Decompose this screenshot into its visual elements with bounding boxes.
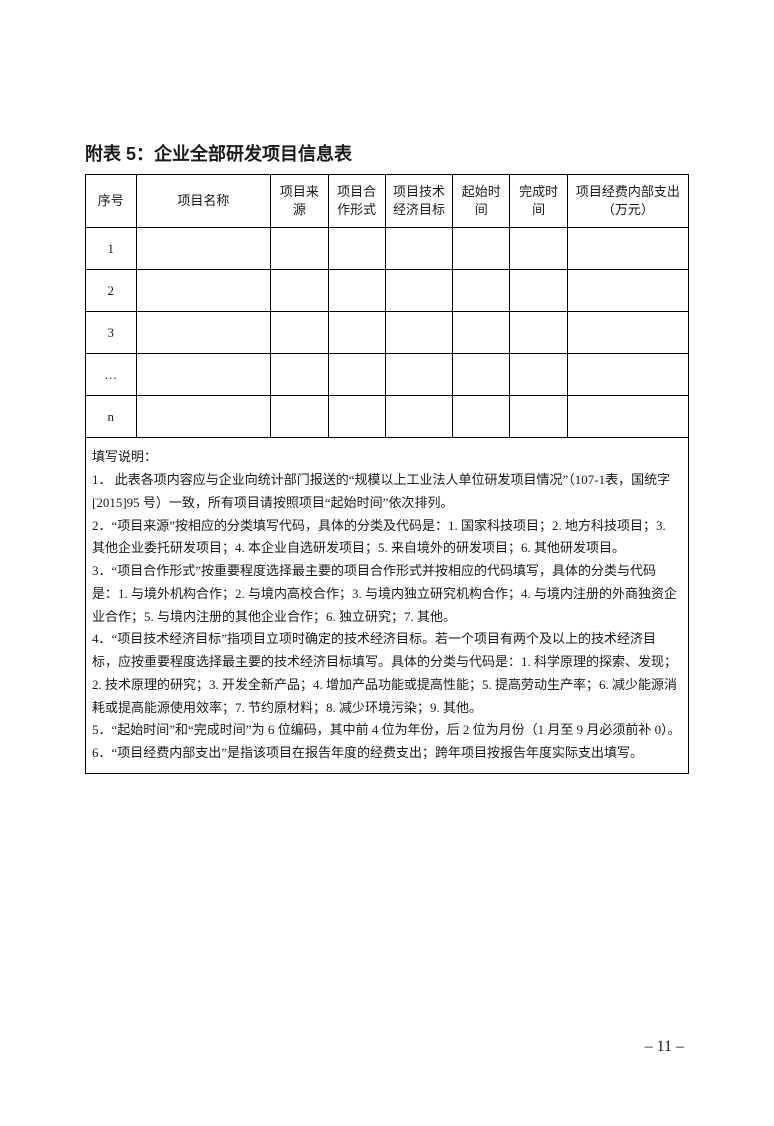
table-row: …	[86, 354, 689, 396]
cell	[385, 354, 452, 396]
cell	[453, 354, 510, 396]
cell	[385, 270, 452, 312]
col-start: 起始时间	[453, 175, 510, 228]
cell	[510, 354, 567, 396]
note-line: 5．“起始时间”和“完成时间”为 6 位编码，其中前 4 位为年份，后 2 位为…	[92, 719, 682, 742]
note-line: 6．“项目经费内部支出”是指该项目在报告年度的经费支出；跨年项目按报告年度实际支…	[92, 742, 682, 765]
cell	[453, 228, 510, 270]
cell	[385, 228, 452, 270]
rd-project-table: 序号 项目名称 项目来源 项目合作形式 项目技术经济目标 起始时间 完成时间 项…	[85, 174, 689, 774]
table-header-row: 序号 项目名称 项目来源 项目合作形式 项目技术经济目标 起始时间 完成时间 项…	[86, 175, 689, 228]
cell	[510, 270, 567, 312]
cell	[567, 270, 688, 312]
page-number: – 11 –	[645, 1038, 684, 1056]
cell	[271, 396, 328, 438]
note-line: 4．“项目技术经济目标”指项目立项时确定的技术经济目标。若一个项目有两个及以上的…	[92, 628, 682, 719]
cell	[328, 396, 385, 438]
table-row: 2	[86, 270, 689, 312]
cell-seq: 3	[86, 312, 137, 354]
cell-seq: 1	[86, 228, 137, 270]
notes-heading: 填写说明：	[92, 446, 682, 469]
cell	[328, 228, 385, 270]
cell	[136, 228, 271, 270]
cell	[453, 396, 510, 438]
cell	[136, 396, 271, 438]
cell	[567, 312, 688, 354]
cell	[510, 312, 567, 354]
cell	[567, 354, 688, 396]
note-line: 3．“项目合作形式”按重要程度选择最主要的项目合作形式并按相应的代码填写，具体的…	[92, 560, 682, 628]
col-tech: 项目技术经济目标	[385, 175, 452, 228]
col-seq: 序号	[86, 175, 137, 228]
cell	[385, 396, 452, 438]
cell-seq: …	[86, 354, 137, 396]
cell	[385, 312, 452, 354]
cell	[328, 270, 385, 312]
cell-seq: 2	[86, 270, 137, 312]
notes-row: 填写说明： 1． 此表各项内容应与企业向统计部门报送的“规模以上工业法人单位研发…	[86, 438, 689, 774]
cell	[510, 228, 567, 270]
cell	[510, 396, 567, 438]
cell	[453, 270, 510, 312]
cell	[271, 270, 328, 312]
cell	[453, 312, 510, 354]
table-row: 3	[86, 312, 689, 354]
table-title: 附表 5：企业全部研发项目信息表	[85, 140, 689, 166]
cell	[567, 396, 688, 438]
cell-seq: n	[86, 396, 137, 438]
cell	[271, 354, 328, 396]
cell	[567, 228, 688, 270]
cell	[136, 270, 271, 312]
cell	[328, 354, 385, 396]
cell	[271, 312, 328, 354]
cell	[328, 312, 385, 354]
col-cost: 项目经费内部支出（万元）	[567, 175, 688, 228]
cell	[136, 354, 271, 396]
cell	[271, 228, 328, 270]
col-coop: 项目合作形式	[328, 175, 385, 228]
note-line: 1． 此表各项内容应与企业向统计部门报送的“规模以上工业法人单位研发项目情况”（…	[92, 469, 682, 515]
cell	[136, 312, 271, 354]
col-end: 完成时间	[510, 175, 567, 228]
table-row: n	[86, 396, 689, 438]
note-line: 2．“项目来源”按相应的分类填写代码，具体的分类及代码是：1. 国家科技项目；2…	[92, 515, 682, 561]
col-name: 项目名称	[136, 175, 271, 228]
notes-cell: 填写说明： 1． 此表各项内容应与企业向统计部门报送的“规模以上工业法人单位研发…	[86, 438, 689, 774]
col-source: 项目来源	[271, 175, 328, 228]
table-row: 1	[86, 228, 689, 270]
